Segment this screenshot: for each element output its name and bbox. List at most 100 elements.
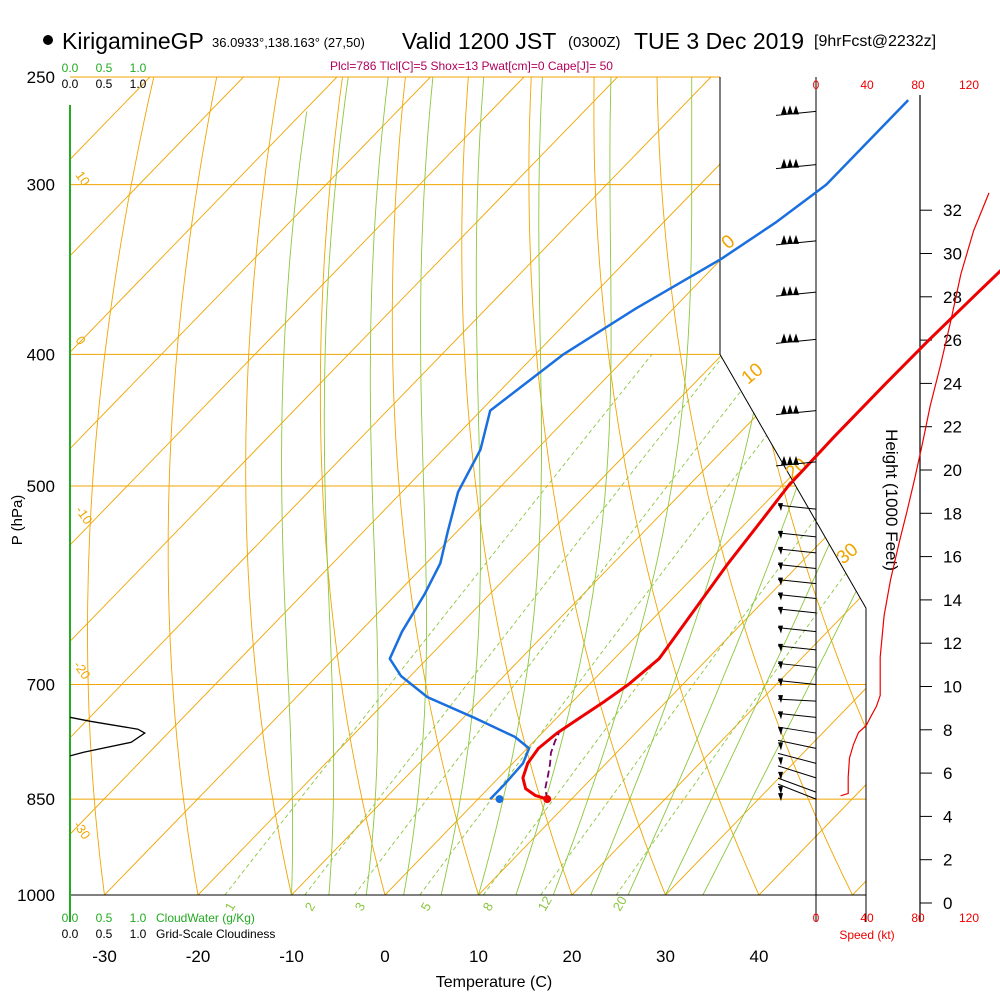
- speed-tick-label: 120: [959, 78, 979, 92]
- dry-adiabat-line: [528, 77, 666, 895]
- moist-adiabat-line: [281, 111, 308, 895]
- isotherm-line: [70, 77, 338, 895]
- speed-tick-label: 0: [813, 78, 820, 92]
- cloudwater-tick-label: 1.0: [130, 61, 147, 75]
- wind-barb: [793, 333, 799, 343]
- x-axis-label: Temperature (C): [436, 974, 552, 991]
- mixing-ratio-line: [353, 354, 770, 895]
- wind-barb: [777, 532, 817, 538]
- cloudwater-tick-label: 0.0: [62, 61, 79, 75]
- y-tick-label: 850: [27, 790, 55, 809]
- isotherm-label: 10: [73, 168, 94, 188]
- wind-barb: [777, 777, 817, 793]
- mixing-ratio-label: 5: [418, 900, 435, 914]
- valid-time-utc: (0300Z): [568, 34, 621, 51]
- stability-indices: Plcl=786 Tlcl[C]=5 Shox=13 Pwat[cm]=0 Ca…: [330, 59, 613, 73]
- mixing-ratio-label: 2: [302, 900, 319, 914]
- isotherm-line: [70, 77, 431, 895]
- cloudiness-profile-line: [69, 716, 147, 757]
- isotherm-label: 0: [73, 333, 89, 348]
- wind-barb: [777, 593, 817, 599]
- wind-barb: [777, 698, 817, 702]
- wind-barb: [787, 234, 793, 244]
- mixing-ratio-label: 12: [535, 893, 555, 913]
- wind-barb: [778, 546, 783, 555]
- forecast-run: [9hrFcst@2232z]: [814, 33, 937, 50]
- chart-header: KirigamineGP 36.0933°,138.163° (27,50) V…: [0, 0, 1000, 60]
- wind-barb: [778, 678, 783, 687]
- station-coords: 36.0933°,138.163° (27,50): [212, 35, 365, 50]
- height-tick-label: 6: [943, 764, 952, 783]
- cloudwater-tick-label: 0.5: [96, 61, 113, 75]
- parcel-path-line: [544, 732, 560, 800]
- station-marker-icon: [43, 35, 53, 45]
- cloudiness-tick-label: 0.5: [96, 927, 113, 941]
- wind-barb: [778, 503, 783, 512]
- isotherm-label: -20: [71, 658, 94, 682]
- wind-barb: [778, 562, 783, 571]
- dry-adiabat-line: [87, 77, 155, 895]
- y-tick-label: 250: [27, 68, 55, 87]
- y-tick-label: 300: [27, 176, 55, 195]
- dewpoint-line: [388, 99, 910, 800]
- height-tick-label: 2: [943, 851, 952, 870]
- moist-adiabat-line: [403, 77, 434, 895]
- wind-barb: [777, 504, 817, 510]
- speed-tick-label: 80: [911, 911, 925, 925]
- cloudiness-tick-label: 1.0: [130, 77, 147, 91]
- moist-adiabat-line: [702, 77, 866, 895]
- wind-barb: [781, 105, 787, 115]
- cloudwater-tick-label: 1.0: [130, 911, 147, 925]
- wind-barb: [787, 286, 793, 296]
- wind-barb: [781, 333, 787, 343]
- height-tick-label: 16: [943, 548, 962, 567]
- mixing-ratio-label: 20: [610, 893, 630, 913]
- wind-barb: [787, 455, 793, 465]
- speed-tick-label: 120: [959, 911, 979, 925]
- wind-barb: [778, 742, 783, 751]
- moist-adiabat-line: [665, 77, 866, 895]
- height-tick-label: 0: [943, 894, 952, 913]
- wind-barb: [793, 286, 799, 296]
- moist-adiabat-line: [478, 77, 543, 895]
- dry-adiabat-line: [845, 77, 866, 895]
- station-name: KirigamineGP: [62, 28, 204, 54]
- wind-barb: [793, 105, 799, 115]
- wind-barb: [777, 783, 817, 800]
- speed-tick-label: 80: [911, 78, 925, 92]
- height-tick-label: 30: [943, 245, 962, 264]
- dry-adiabat-label: 10: [738, 359, 768, 389]
- isotherm-line: [852, 77, 866, 895]
- dry-adiabat-line: [245, 77, 292, 895]
- wind-barb: [778, 643, 783, 652]
- y-axis-label: P (hPa): [9, 495, 26, 546]
- mixing-ratio-label: 3: [352, 900, 369, 914]
- wind-barb: [781, 158, 787, 168]
- wind-barb: [777, 645, 817, 651]
- wind-barb: [793, 404, 799, 414]
- height-tick-label: 28: [943, 288, 962, 307]
- moist-adiabat-line: [515, 77, 612, 895]
- dry-adiabat-line: [167, 77, 218, 895]
- height-tick-label: 4: [943, 807, 952, 826]
- surface-temperature-point: [543, 795, 552, 804]
- x-tick-label: 20: [563, 947, 582, 966]
- height-tick-label: 18: [943, 504, 962, 523]
- wind-barb: [793, 234, 799, 244]
- surface-dewpoint-point: [495, 795, 504, 804]
- wind-barb: [778, 695, 783, 704]
- wind-barb: [777, 608, 817, 614]
- height-tick-label: 10: [943, 678, 962, 697]
- wind-barb: [781, 404, 787, 414]
- wind-barb: [777, 726, 817, 734]
- height-tick-label: 20: [943, 461, 962, 480]
- speed-tick-label: 40: [860, 78, 874, 92]
- cloudiness-tick-label: 0.0: [62, 927, 79, 941]
- x-tick-label: 30: [656, 947, 675, 966]
- mixing-ratio-label: 8: [480, 900, 497, 914]
- moist-adiabat-line: [323, 77, 349, 895]
- moist-adiabat-line: [440, 77, 485, 895]
- wind-barb: [787, 333, 793, 343]
- speed-tick-label: 0: [813, 911, 820, 925]
